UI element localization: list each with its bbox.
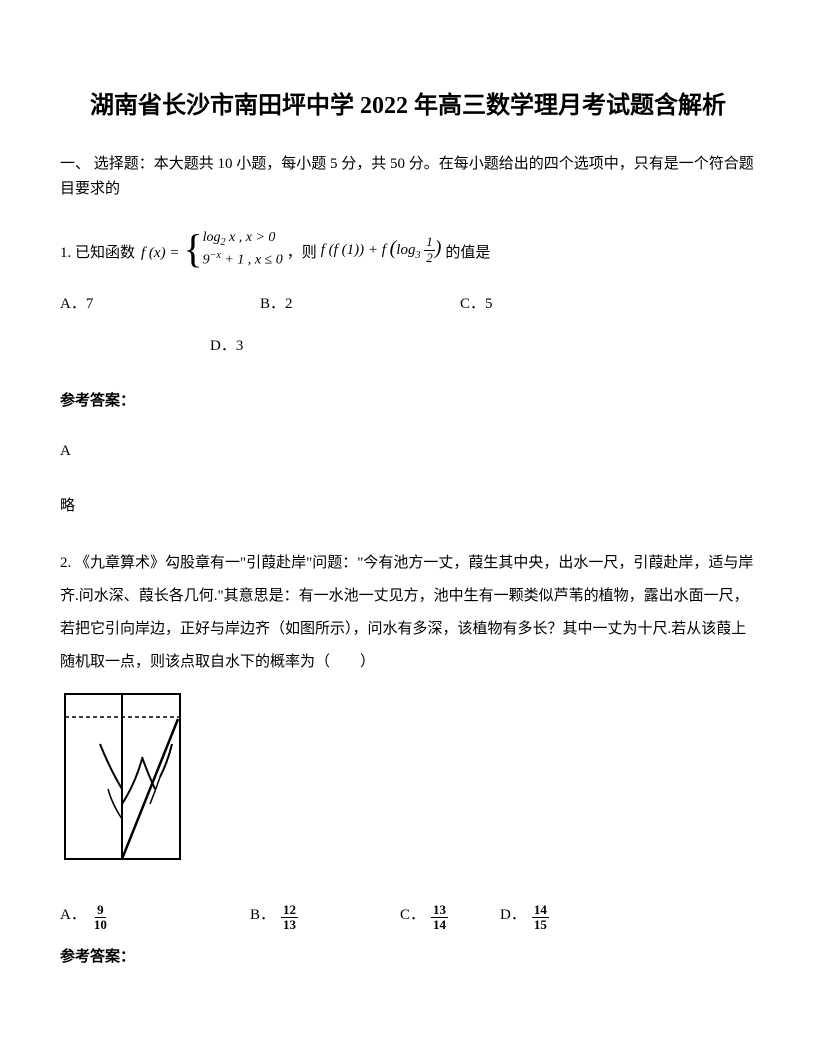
- question-2: 2. 《九章算术》勾股章有一"引葭赴岸"问题："今有池方一丈，葭生其中央，出水一…: [60, 547, 756, 975]
- q2-option-d: D． 1415: [500, 898, 549, 933]
- q2-option-c: C． 1314: [400, 898, 500, 933]
- piecewise-case-2: 9−x + 1 , x ≤ 0: [203, 249, 283, 270]
- q1-suffix: 的值是: [445, 236, 490, 271]
- piecewise-case-1: log2 x , x > 0: [203, 228, 283, 250]
- q1-expression: f (f (1)) + f (log3 12): [321, 225, 442, 271]
- q1-option-a: A．7: [60, 287, 260, 322]
- q2-text: 2. 《九章算术》勾股章有一"引葭赴岸"问题："今有池方一丈，葭生其中央，出水一…: [60, 547, 756, 679]
- q1-options: A．7 B．2 C．5: [60, 287, 756, 322]
- reed-pond-diagram: [60, 689, 185, 864]
- q1-prefix: 1. 已知函数: [60, 236, 135, 271]
- q1-answer: A: [60, 434, 756, 469]
- q1-option-b: B．2: [260, 287, 460, 322]
- q1-mid: ，则: [287, 236, 317, 271]
- q1-option-d: D．3: [210, 329, 756, 364]
- q1-answer-label: 参考答案：: [60, 384, 756, 419]
- q2-answer-label: 参考答案：: [60, 940, 756, 975]
- q2-options: A． 910 B． 1213 C． 1314 D． 1415: [60, 898, 756, 933]
- question-1: 1. 已知函数 f (x) = { log2 x , x > 0 9−x + 1…: [60, 225, 756, 524]
- left-brace-icon: {: [183, 229, 202, 269]
- page-title: 湖南省长沙市南田坪中学 2022 年高三数学理月考试题含解析: [60, 90, 756, 124]
- q2-option-a: A． 910: [60, 898, 250, 933]
- fx-label: f (x) =: [141, 236, 179, 271]
- section-header: 一、 选择题：本大题共 10 小题，每小题 5 分，共 50 分。在每小题给出的…: [60, 152, 756, 203]
- q1-brief: 略: [60, 489, 756, 524]
- piecewise-function: { log2 x , x > 0 9−x + 1 , x ≤ 0: [183, 228, 282, 271]
- q1-option-c: C．5: [460, 287, 660, 322]
- q2-option-b: B． 1213: [250, 898, 400, 933]
